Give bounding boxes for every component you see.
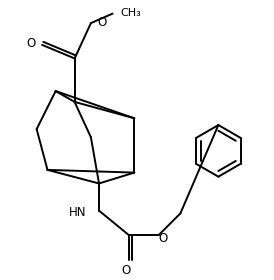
Text: CH₃: CH₃ [121, 8, 141, 18]
Text: O: O [27, 37, 36, 50]
Text: O: O [98, 16, 107, 29]
Text: O: O [122, 264, 131, 277]
Text: HN: HN [69, 206, 87, 218]
Text: O: O [158, 232, 168, 245]
